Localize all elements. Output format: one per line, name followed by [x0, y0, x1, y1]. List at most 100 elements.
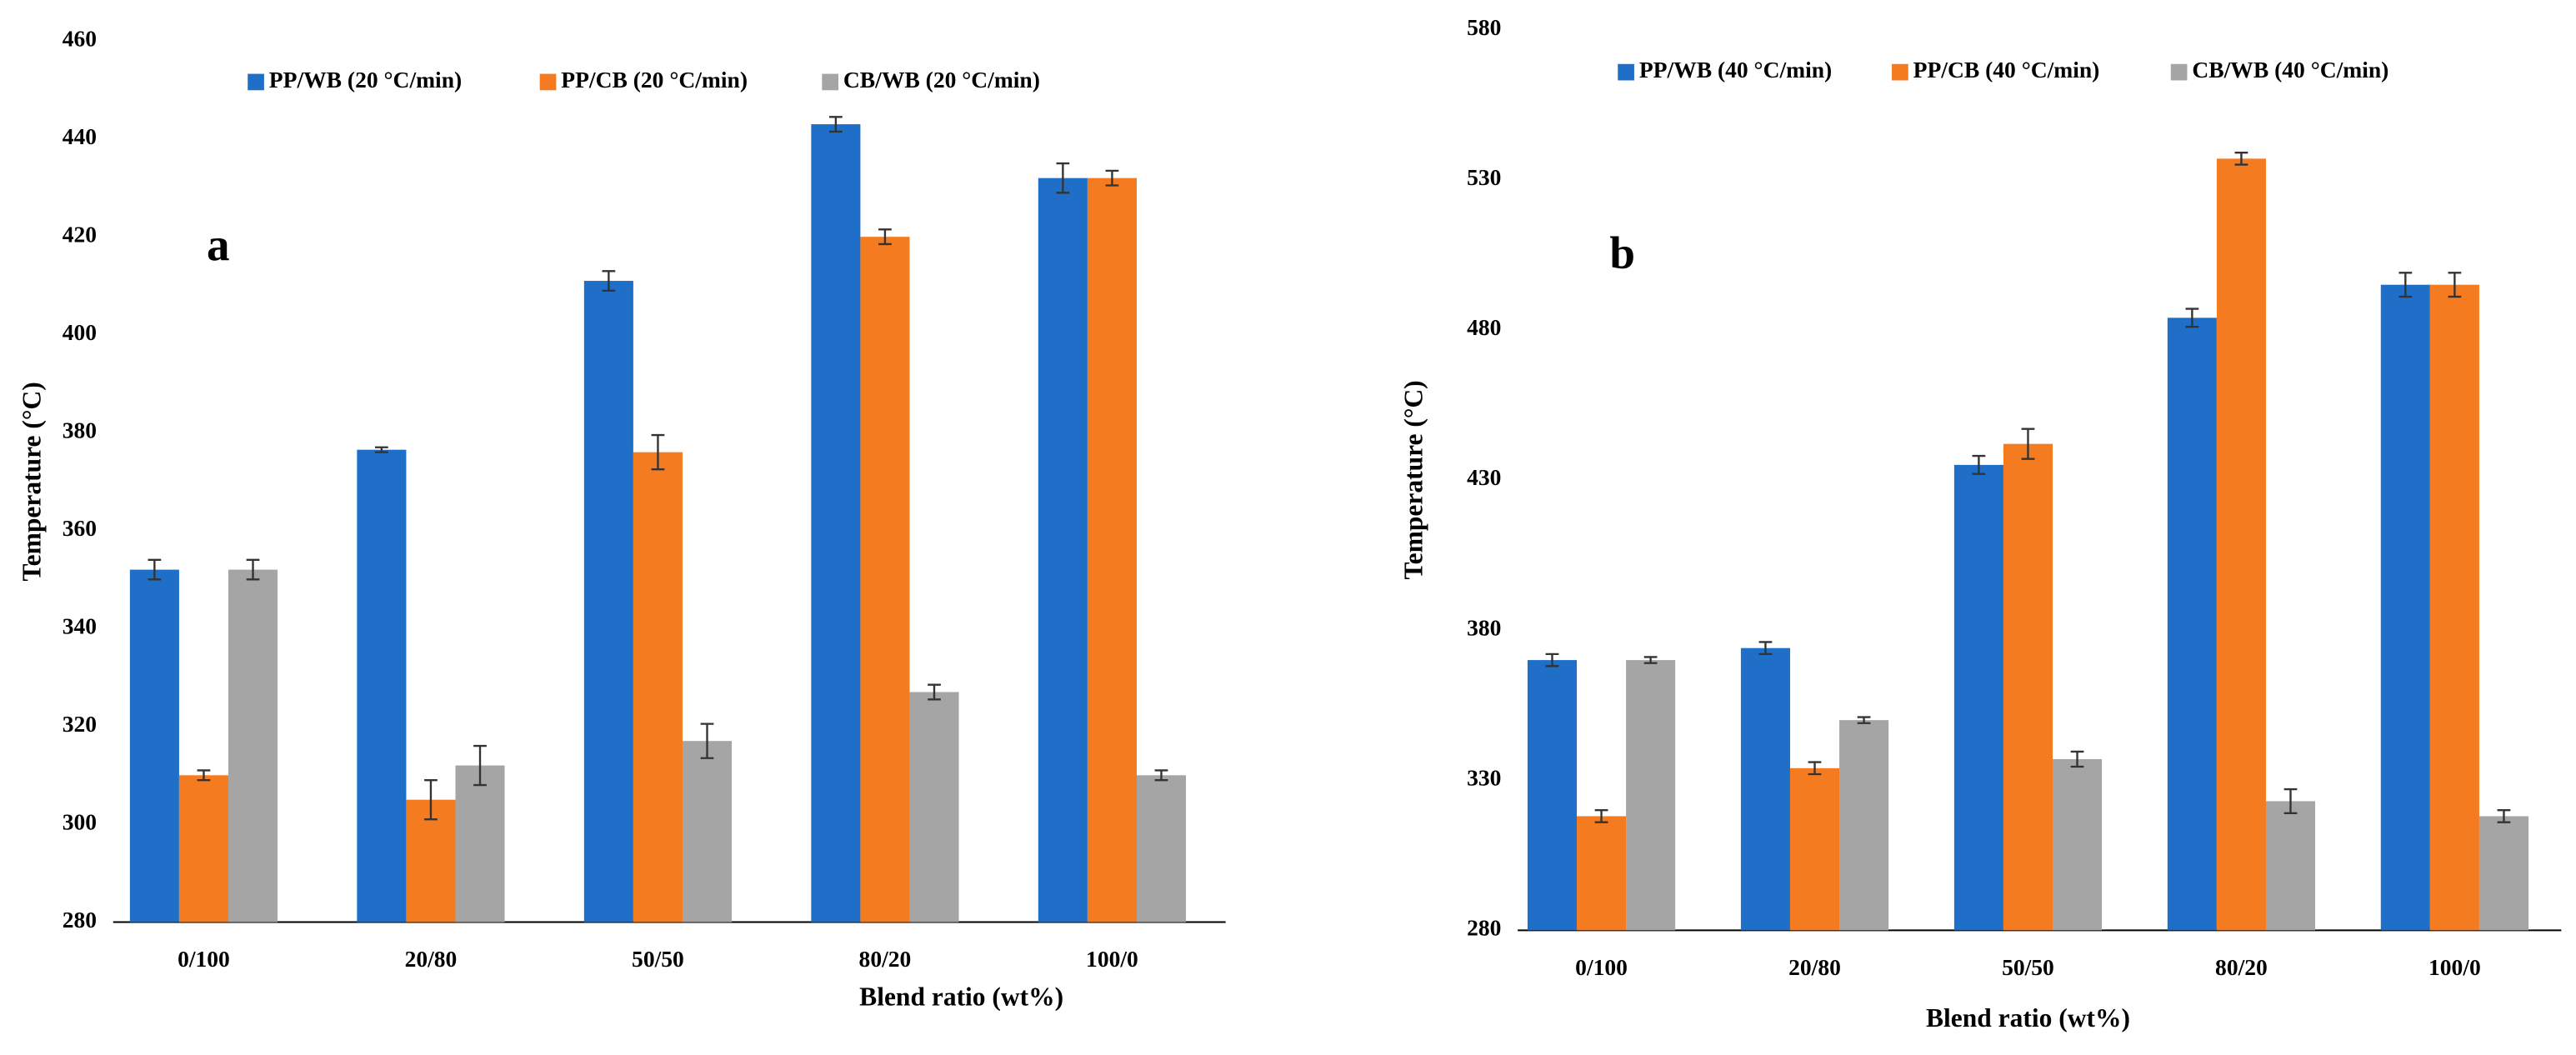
error-bar: [1154, 769, 1168, 782]
bar: [2003, 443, 2053, 931]
x-tick-label: 80/20: [859, 946, 912, 972]
error-bar: [2070, 750, 2084, 768]
bar: [1038, 178, 1088, 922]
legend-swatch: [2170, 63, 2188, 81]
bar: [811, 124, 861, 922]
y-tick-label: 530: [1467, 164, 1501, 190]
error-bar: [473, 744, 487, 787]
legend-swatch: [1892, 63, 1908, 81]
error-bar: [424, 778, 438, 821]
y-tick-label: 380: [63, 417, 97, 442]
bar: [2167, 318, 2217, 931]
error-bar: [2234, 151, 2248, 166]
legend-swatch: [248, 73, 264, 91]
y-tick-label: 430: [1467, 464, 1501, 490]
panel-label: a: [207, 219, 230, 270]
bar: [1740, 648, 1790, 931]
y-tick-label: 280: [63, 907, 97, 932]
x-axis-label: Blend ratio (wt%): [1926, 1003, 2130, 1032]
y-tick-label: 580: [1467, 14, 1501, 40]
error-bar: [2448, 272, 2462, 298]
y-tick-label: 480: [1467, 314, 1501, 340]
panel-label: b: [1609, 228, 1635, 278]
error-bar: [1545, 652, 1559, 668]
legend-label: CB/WB (40 °C/min): [2192, 57, 2388, 82]
y-tick-label: 320: [63, 711, 97, 737]
bar: [633, 452, 683, 922]
x-tick-label: 100/0: [2428, 954, 2481, 980]
y-tick-label: 400: [63, 319, 97, 345]
legend-swatch: [539, 73, 557, 91]
y-axis-label: Temperature (°C): [17, 382, 46, 581]
error-bar: [246, 558, 260, 581]
error-bar: [197, 769, 211, 782]
legend-swatch: [1618, 63, 1634, 81]
x-tick-label: 20/80: [405, 946, 458, 972]
error-bar: [828, 116, 843, 133]
bar: [1789, 768, 1840, 931]
y-tick-label: 380: [1467, 614, 1501, 640]
x-tick-label: 50/50: [2002, 954, 2054, 980]
legend-swatch: [822, 73, 839, 91]
error-bar: [2021, 428, 2035, 460]
error-bar: [700, 722, 714, 759]
error-bar: [2185, 308, 2199, 328]
bar: [2265, 801, 2316, 931]
y-tick-label: 300: [63, 808, 97, 834]
bar: [129, 569, 179, 922]
legend-label: PP/WB (40 °C/min): [1639, 57, 1832, 82]
bar: [178, 775, 228, 922]
bar: [455, 765, 505, 922]
bar: [2053, 758, 2103, 931]
error-bar: [2398, 272, 2413, 298]
bar: [860, 237, 910, 922]
y-tick-label: 280: [1467, 915, 1501, 941]
y-tick-label: 420: [63, 222, 97, 248]
legend-label: CB/WB (20 °C/min): [843, 67, 1040, 92]
error-bar: [1105, 169, 1119, 187]
bar: [682, 741, 733, 922]
bar: [1527, 660, 1578, 931]
x-tick-label: 0/100: [1575, 954, 1628, 980]
y-tick-label: 460: [63, 26, 97, 52]
bar: [1577, 816, 1627, 931]
error-bar: [1594, 809, 1608, 823]
bar: [1136, 775, 1187, 922]
y-tick-label: 340: [63, 612, 97, 638]
bar: [909, 692, 959, 922]
bar: [2216, 158, 2266, 931]
bar: [357, 449, 407, 922]
error-bar: [928, 683, 941, 701]
legend-label: PP/CB (20 °C/min): [561, 67, 748, 92]
error-bar: [1857, 716, 1871, 724]
bar: [1953, 464, 2003, 931]
error-bar: [1758, 641, 1773, 656]
error-bar: [148, 558, 162, 581]
bar: [2380, 284, 2430, 931]
bar: [2478, 816, 2528, 931]
bar: [228, 569, 278, 922]
bar: [1626, 660, 1676, 931]
error-bar: [1808, 761, 1822, 776]
error-bar: [1972, 454, 1986, 475]
x-tick-label: 50/50: [632, 946, 684, 972]
legend-label: PP/CB (40 °C/min): [1913, 57, 2100, 82]
bar: [1087, 178, 1137, 922]
error-bar: [2283, 788, 2298, 815]
legend-label: PP/WB (20 °C/min): [269, 67, 462, 92]
y-tick-label: 330: [1467, 765, 1501, 791]
error-bar: [1056, 162, 1070, 194]
bar: [583, 281, 633, 922]
bar: [1839, 720, 1889, 931]
y-tick-label: 440: [63, 123, 97, 149]
error-bar: [1643, 656, 1658, 664]
error-bar: [2497, 809, 2511, 823]
x-tick-label: 80/20: [2215, 954, 2268, 980]
y-axis-label: Temperature (°C): [1398, 380, 1428, 579]
x-tick-label: 20/80: [1788, 954, 1841, 980]
error-bar: [651, 433, 665, 471]
error-bar: [602, 270, 616, 292]
x-tick-label: 100/0: [1086, 946, 1138, 972]
